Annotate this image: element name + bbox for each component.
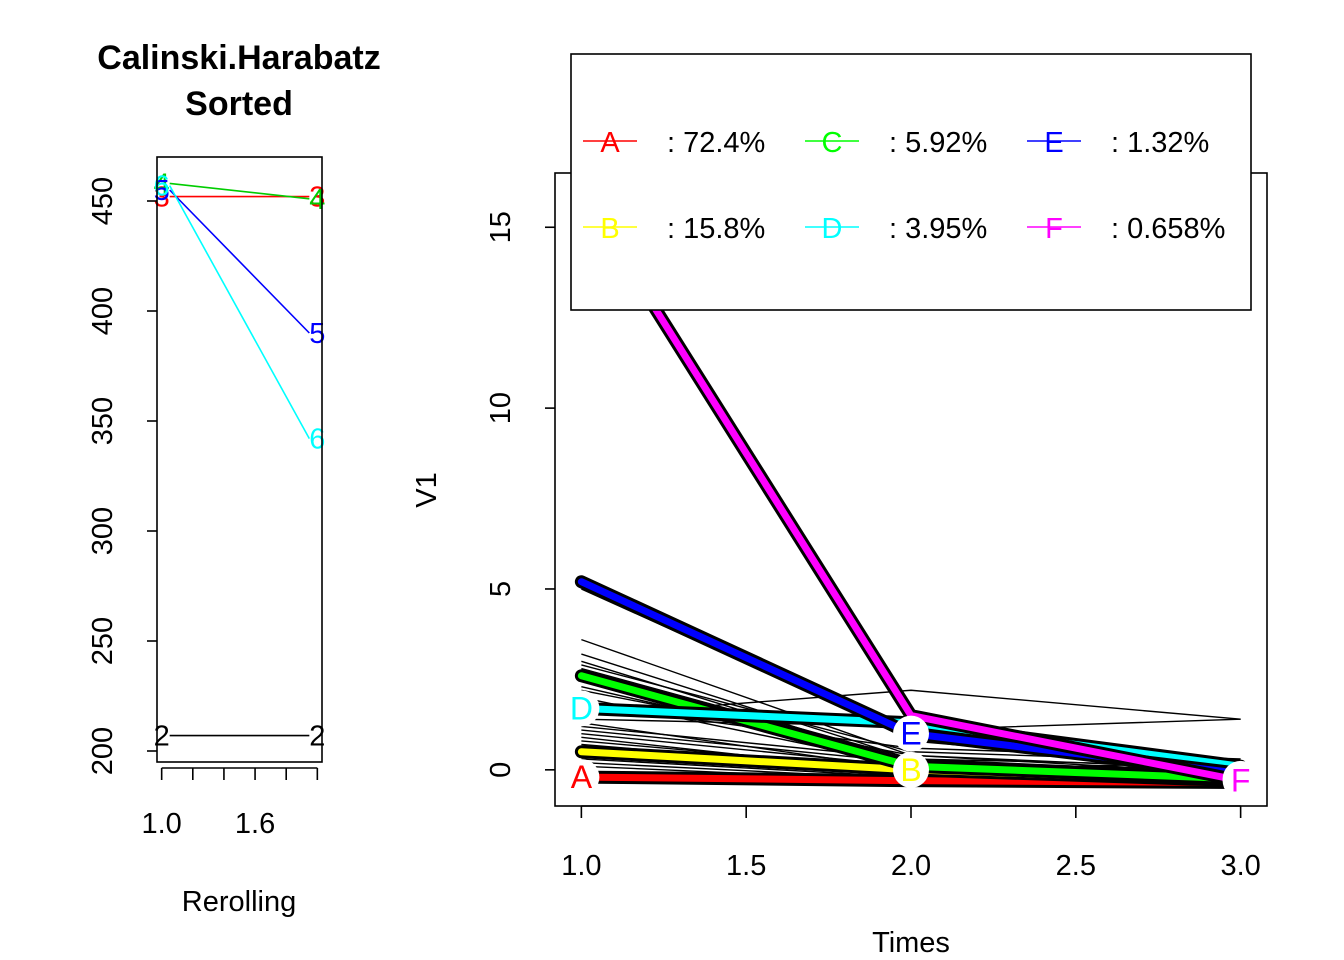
right-x-tick-label: 3.0 bbox=[1220, 850, 1260, 882]
legend-label-C: : 5.92% bbox=[889, 127, 987, 159]
left-series-line-4 bbox=[169, 182, 310, 200]
legend-label-A: : 72.4% bbox=[667, 127, 765, 159]
legend-label-E: : 1.32% bbox=[1111, 127, 1209, 159]
right-x-tick-label: 2.0 bbox=[891, 850, 931, 882]
left-y-tick-label: 300 bbox=[87, 507, 119, 555]
left-y-axis: 200 250 300 350 400 450 bbox=[87, 177, 157, 775]
legend: A : 72.4% B : 15.8% C : 5.92% D : 3.95% E : 1.32%… bbox=[570, 53, 1252, 311]
left-chart-subtitle: Sorted bbox=[185, 85, 293, 123]
legend-box bbox=[570, 53, 1252, 311]
left-series-line-5 bbox=[169, 189, 310, 334]
left-series-label-start-2: 2 bbox=[154, 721, 170, 753]
legend-symbol-F: F bbox=[1045, 213, 1063, 245]
cluster-marker-D: D bbox=[570, 690, 593, 726]
cluster-marker-bg-A bbox=[563, 759, 600, 796]
right-y-tick-label: 10 bbox=[485, 392, 517, 424]
right-chart: A B C D E F 0 5 10 15 1.0 1.5 2.0 2.5 3.0 Times V1 A… bbox=[411, 53, 1268, 959]
right-y-tick-label: 5 bbox=[485, 581, 517, 597]
cluster-marker-bg-E bbox=[893, 715, 929, 752]
left-y-tick-label: 350 bbox=[87, 397, 119, 445]
legend-label-D: : 3.95% bbox=[889, 213, 987, 245]
legend-symbol-A: A bbox=[600, 127, 620, 159]
left-series-group bbox=[168, 182, 311, 737]
legend-symbol-C: C bbox=[822, 127, 843, 159]
legend-symbol-E: E bbox=[1044, 127, 1063, 159]
left-series-label-end-5: 5 bbox=[309, 318, 325, 350]
cluster-marker-B: B bbox=[900, 752, 921, 788]
left-series-label-end-4: 4 bbox=[309, 184, 325, 216]
right-y-tick-label: 15 bbox=[485, 211, 517, 243]
left-series-label-start-6: 6 bbox=[154, 171, 170, 203]
cluster-marker-E: E bbox=[900, 716, 921, 752]
left-y-tick-label: 400 bbox=[87, 287, 119, 335]
left-series-label-end-6: 6 bbox=[309, 424, 325, 456]
left-chart-title: Calinski.Harabatz bbox=[97, 39, 380, 77]
legend-symbol-D: D bbox=[822, 213, 843, 245]
right-x-tick-label: 1.5 bbox=[726, 850, 766, 882]
right-x-axis-label: Times bbox=[872, 927, 950, 959]
cluster-line-F bbox=[577, 187, 1245, 785]
cluster-marker-A: A bbox=[571, 759, 593, 795]
right-x-tick-label: 2.5 bbox=[1056, 850, 1096, 882]
legend-label-B: : 15.8% bbox=[667, 213, 765, 245]
left-series-label-end-2: 2 bbox=[309, 721, 325, 753]
left-y-tick-label: 250 bbox=[87, 617, 119, 665]
cluster-markers: ABCDEF bbox=[563, 690, 1259, 799]
right-x-axis: 1.0 1.5 2.0 2.5 3.0 bbox=[561, 805, 1261, 882]
left-x-tick-label: 1.6 bbox=[235, 808, 275, 840]
right-y-axis: 0 5 10 15 bbox=[485, 211, 555, 778]
cluster-marker-bg-F bbox=[1222, 762, 1259, 799]
left-y-tick-label: 450 bbox=[87, 177, 119, 225]
left-plot-frame bbox=[156, 156, 323, 763]
left-series-line-6 bbox=[168, 185, 311, 439]
right-y-tick-label: 0 bbox=[485, 762, 517, 778]
legend-label-F: : 0.658% bbox=[1111, 213, 1225, 245]
legend-symbol-B: B bbox=[600, 213, 619, 245]
cluster-marker-F: F bbox=[1231, 763, 1251, 799]
right-x-tick-label: 1.0 bbox=[561, 850, 601, 882]
left-x-tick-label: 1.0 bbox=[142, 808, 182, 840]
cluster-marker-bg-D bbox=[563, 690, 600, 727]
left-y-tick-label: 200 bbox=[87, 727, 119, 775]
right-y-axis-label: V1 bbox=[411, 472, 443, 507]
left-x-axis-label: Rerolling bbox=[182, 886, 296, 918]
cluster-marker-bg-B bbox=[893, 751, 929, 788]
left-x-axis: 1.0 1.6 bbox=[142, 767, 319, 840]
